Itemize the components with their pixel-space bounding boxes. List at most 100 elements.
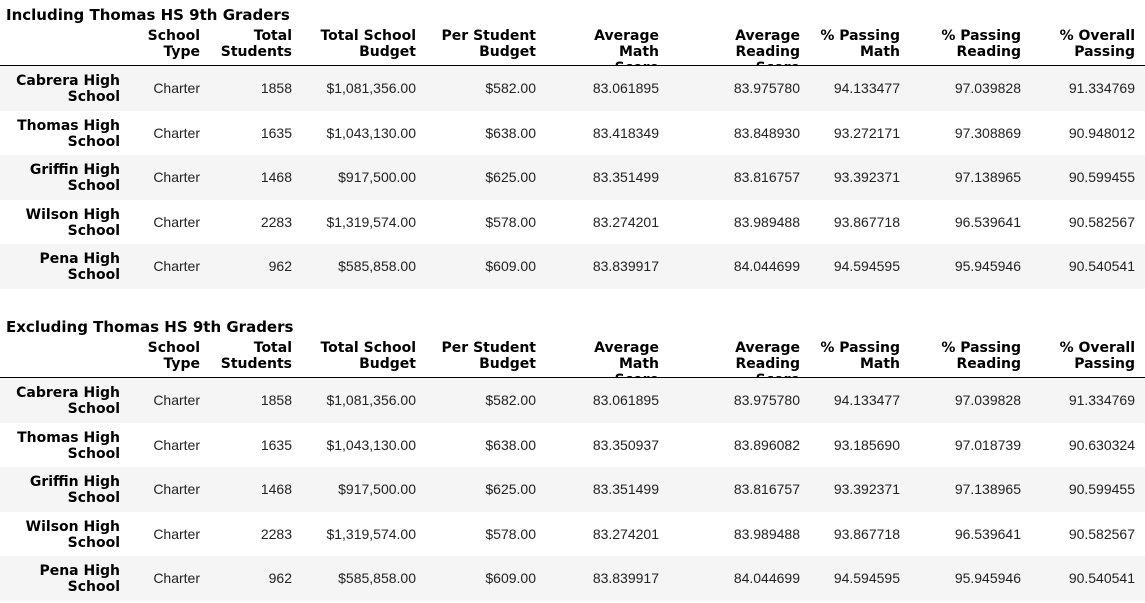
cell-overall-pass: 90.540541 (1068, 570, 1135, 587)
cell-total-students: 1858 (260, 80, 292, 96)
cell-pass-reading: 97.138965 (954, 169, 1021, 186)
cell-overall-pass: 90.582567 (1068, 525, 1135, 542)
cell-pass-reading: 97.018739 (954, 436, 1021, 453)
header-total-students: Total Students (220, 28, 292, 60)
table-title: Excluding Thomas HS 9th Graders (6, 318, 294, 336)
cell-avg-math: 83.351499 (592, 481, 659, 498)
header-pass-math: % Passing Math (820, 28, 900, 60)
cell-avg-math: 83.274201 (592, 213, 659, 230)
table-row: Griffin High School Charter 1468 $917,500.0… (0, 155, 1145, 200)
table-header: School Type Total Students Total School … (0, 340, 1145, 388)
cell-avg-reading: 83.816757 (733, 169, 800, 186)
cell-avg-math: 83.061895 (592, 80, 659, 96)
table-row: Wilson High School Charter 2283 $1,319,574.… (0, 511, 1145, 557)
cell-school-name: Griffin High School (29, 162, 120, 195)
table-row: Wilson High School Charter 2283 $1,319,574.… (0, 199, 1145, 245)
cell-per-student-budget: $578.00 (485, 525, 536, 542)
table-header: School Type Total Students Total School … (0, 28, 1145, 76)
cell-per-student-budget: $578.00 (485, 213, 536, 230)
cell-overall-pass: 90.599455 (1068, 481, 1135, 498)
cell-avg-reading: 83.989488 (733, 525, 800, 542)
cell-avg-math: 83.839917 (592, 570, 659, 587)
cell-per-student-budget: $625.00 (485, 481, 536, 498)
cell-total-budget: $1,081,356.00 (326, 392, 416, 408)
cell-pass-math: 93.867718 (833, 213, 900, 230)
cell-pass-math: 94.594595 (833, 570, 900, 587)
table-row: Pena High School Charter 962 $585,858.00 $60… (0, 556, 1145, 601)
cell-school-name: Griffin High School (29, 474, 120, 507)
cell-school-type: Charter (153, 436, 200, 453)
cell-pass-math: 93.185690 (833, 436, 900, 453)
cell-pass-reading: 96.539641 (954, 525, 1021, 542)
header-overall-pass: % Overall Passing (1059, 28, 1135, 60)
cell-total-students: 1858 (260, 392, 292, 408)
cell-total-budget: $917,500.00 (338, 481, 416, 498)
cell-school-type: Charter (153, 80, 200, 96)
header-pass-math: % Passing Math (820, 340, 900, 372)
cell-avg-math: 83.418349 (592, 124, 659, 141)
cell-avg-reading: 84.044699 (733, 258, 800, 275)
cell-school-name: Wilson High School (25, 206, 120, 239)
cell-pass-reading: 96.539641 (954, 213, 1021, 230)
header-total-budget: Total School Budget (320, 340, 416, 372)
cell-avg-reading: 83.896082 (733, 436, 800, 453)
cell-per-student-budget: $609.00 (485, 570, 536, 587)
cell-total-budget: $1,319,574.00 (326, 525, 416, 542)
cell-school-type: Charter (153, 124, 200, 141)
cell-total-budget: $1,043,130.00 (326, 124, 416, 141)
cell-school-name: Thomas High School (17, 117, 120, 150)
cell-pass-reading: 97.308869 (954, 124, 1021, 141)
cell-pass-reading: 95.945946 (954, 258, 1021, 275)
cell-avg-reading: 83.989488 (733, 213, 800, 230)
cell-pass-math: 94.133477 (833, 80, 900, 96)
cell-overall-pass: 90.540541 (1068, 258, 1135, 275)
cell-total-budget: $917,500.00 (338, 169, 416, 186)
cell-school-type: Charter (153, 570, 200, 587)
table-row: Cabrera High School Charter 1858 $1,081,356… (0, 378, 1145, 423)
header-per-student: Per Student Budget (441, 28, 536, 60)
header-total-students: Total Students (220, 340, 292, 372)
cell-pass-math: 93.272171 (833, 124, 900, 141)
cell-overall-pass: 90.948012 (1068, 124, 1135, 141)
header-school-type: School Type (147, 28, 200, 60)
cell-avg-math: 83.351499 (592, 169, 659, 186)
cell-total-budget: $585,858.00 (338, 258, 416, 275)
cell-pass-math: 94.594595 (833, 258, 900, 275)
header-pass-reading: % Passing Reading (941, 340, 1021, 372)
cell-school-type: Charter (153, 392, 200, 408)
cell-per-student-budget: $609.00 (485, 258, 536, 275)
header-school-type: School Type (147, 340, 200, 372)
cell-school-type: Charter (153, 481, 200, 498)
cell-avg-reading: 83.975780 (733, 80, 800, 96)
cell-avg-math: 83.350937 (592, 436, 659, 453)
cell-avg-math: 83.839917 (592, 258, 659, 275)
cell-total-students: 1468 (260, 169, 292, 186)
cell-overall-pass: 90.582567 (1068, 213, 1135, 230)
table-row: Griffin High School Charter 1468 $917,500.0… (0, 467, 1145, 512)
cell-total-budget: $1,043,130.00 (326, 436, 416, 453)
cell-pass-math: 93.392371 (833, 481, 900, 498)
cell-total-students: 1635 (260, 436, 292, 453)
header-per-student: Per Student Budget (441, 340, 536, 372)
header-pass-reading: % Passing Reading (941, 28, 1021, 60)
cell-school-name: Cabrera High School (16, 385, 120, 417)
cell-school-name: Pena High School (39, 251, 120, 284)
cell-per-student-budget: $638.00 (485, 124, 536, 141)
cell-school-name: Pena High School (39, 563, 120, 596)
cell-total-budget: $1,319,574.00 (326, 213, 416, 230)
cell-total-students: 962 (268, 570, 292, 587)
cell-school-name: Cabrera High School (16, 73, 120, 105)
table-title: Including Thomas HS 9th Graders (6, 6, 290, 24)
cell-avg-reading: 84.044699 (733, 570, 800, 587)
cell-per-student-budget: $582.00 (485, 392, 536, 408)
cell-overall-pass: 90.630324 (1068, 436, 1135, 453)
cell-avg-reading: 83.816757 (733, 481, 800, 498)
table-body: Cabrera High School Charter 1858 $1,081,356… (0, 378, 1145, 601)
cell-overall-pass: 91.334769 (1068, 80, 1135, 96)
cell-total-students: 2283 (260, 525, 292, 542)
cell-overall-pass: 90.599455 (1068, 169, 1135, 186)
cell-avg-reading: 83.975780 (733, 392, 800, 408)
cell-total-budget: $585,858.00 (338, 570, 416, 587)
cell-school-name: Thomas High School (17, 429, 120, 462)
cell-total-students: 1468 (260, 481, 292, 498)
